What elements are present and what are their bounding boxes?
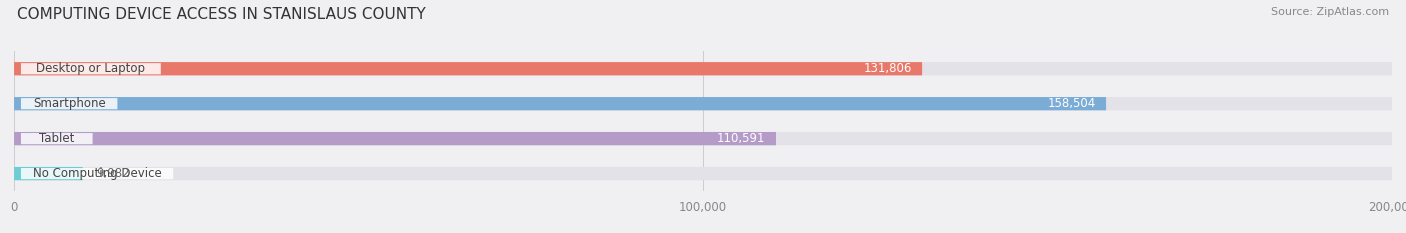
Text: Tablet: Tablet — [39, 132, 75, 145]
Text: 110,591: 110,591 — [717, 132, 766, 145]
FancyBboxPatch shape — [14, 62, 922, 75]
Text: 158,504: 158,504 — [1047, 97, 1095, 110]
Text: Desktop or Laptop: Desktop or Laptop — [37, 62, 145, 75]
Text: 9,982: 9,982 — [97, 167, 131, 180]
FancyBboxPatch shape — [14, 132, 776, 145]
FancyBboxPatch shape — [21, 98, 118, 109]
FancyBboxPatch shape — [21, 63, 160, 74]
Text: Smartphone: Smartphone — [32, 97, 105, 110]
FancyBboxPatch shape — [14, 167, 83, 180]
FancyBboxPatch shape — [14, 167, 1392, 180]
FancyBboxPatch shape — [14, 132, 1392, 145]
Text: 131,806: 131,806 — [863, 62, 911, 75]
FancyBboxPatch shape — [21, 133, 93, 144]
Text: COMPUTING DEVICE ACCESS IN STANISLAUS COUNTY: COMPUTING DEVICE ACCESS IN STANISLAUS CO… — [17, 7, 426, 22]
FancyBboxPatch shape — [14, 97, 1392, 110]
Text: Source: ZipAtlas.com: Source: ZipAtlas.com — [1271, 7, 1389, 17]
FancyBboxPatch shape — [21, 168, 173, 179]
FancyBboxPatch shape — [14, 97, 1107, 110]
FancyBboxPatch shape — [14, 62, 1392, 75]
Text: No Computing Device: No Computing Device — [32, 167, 162, 180]
